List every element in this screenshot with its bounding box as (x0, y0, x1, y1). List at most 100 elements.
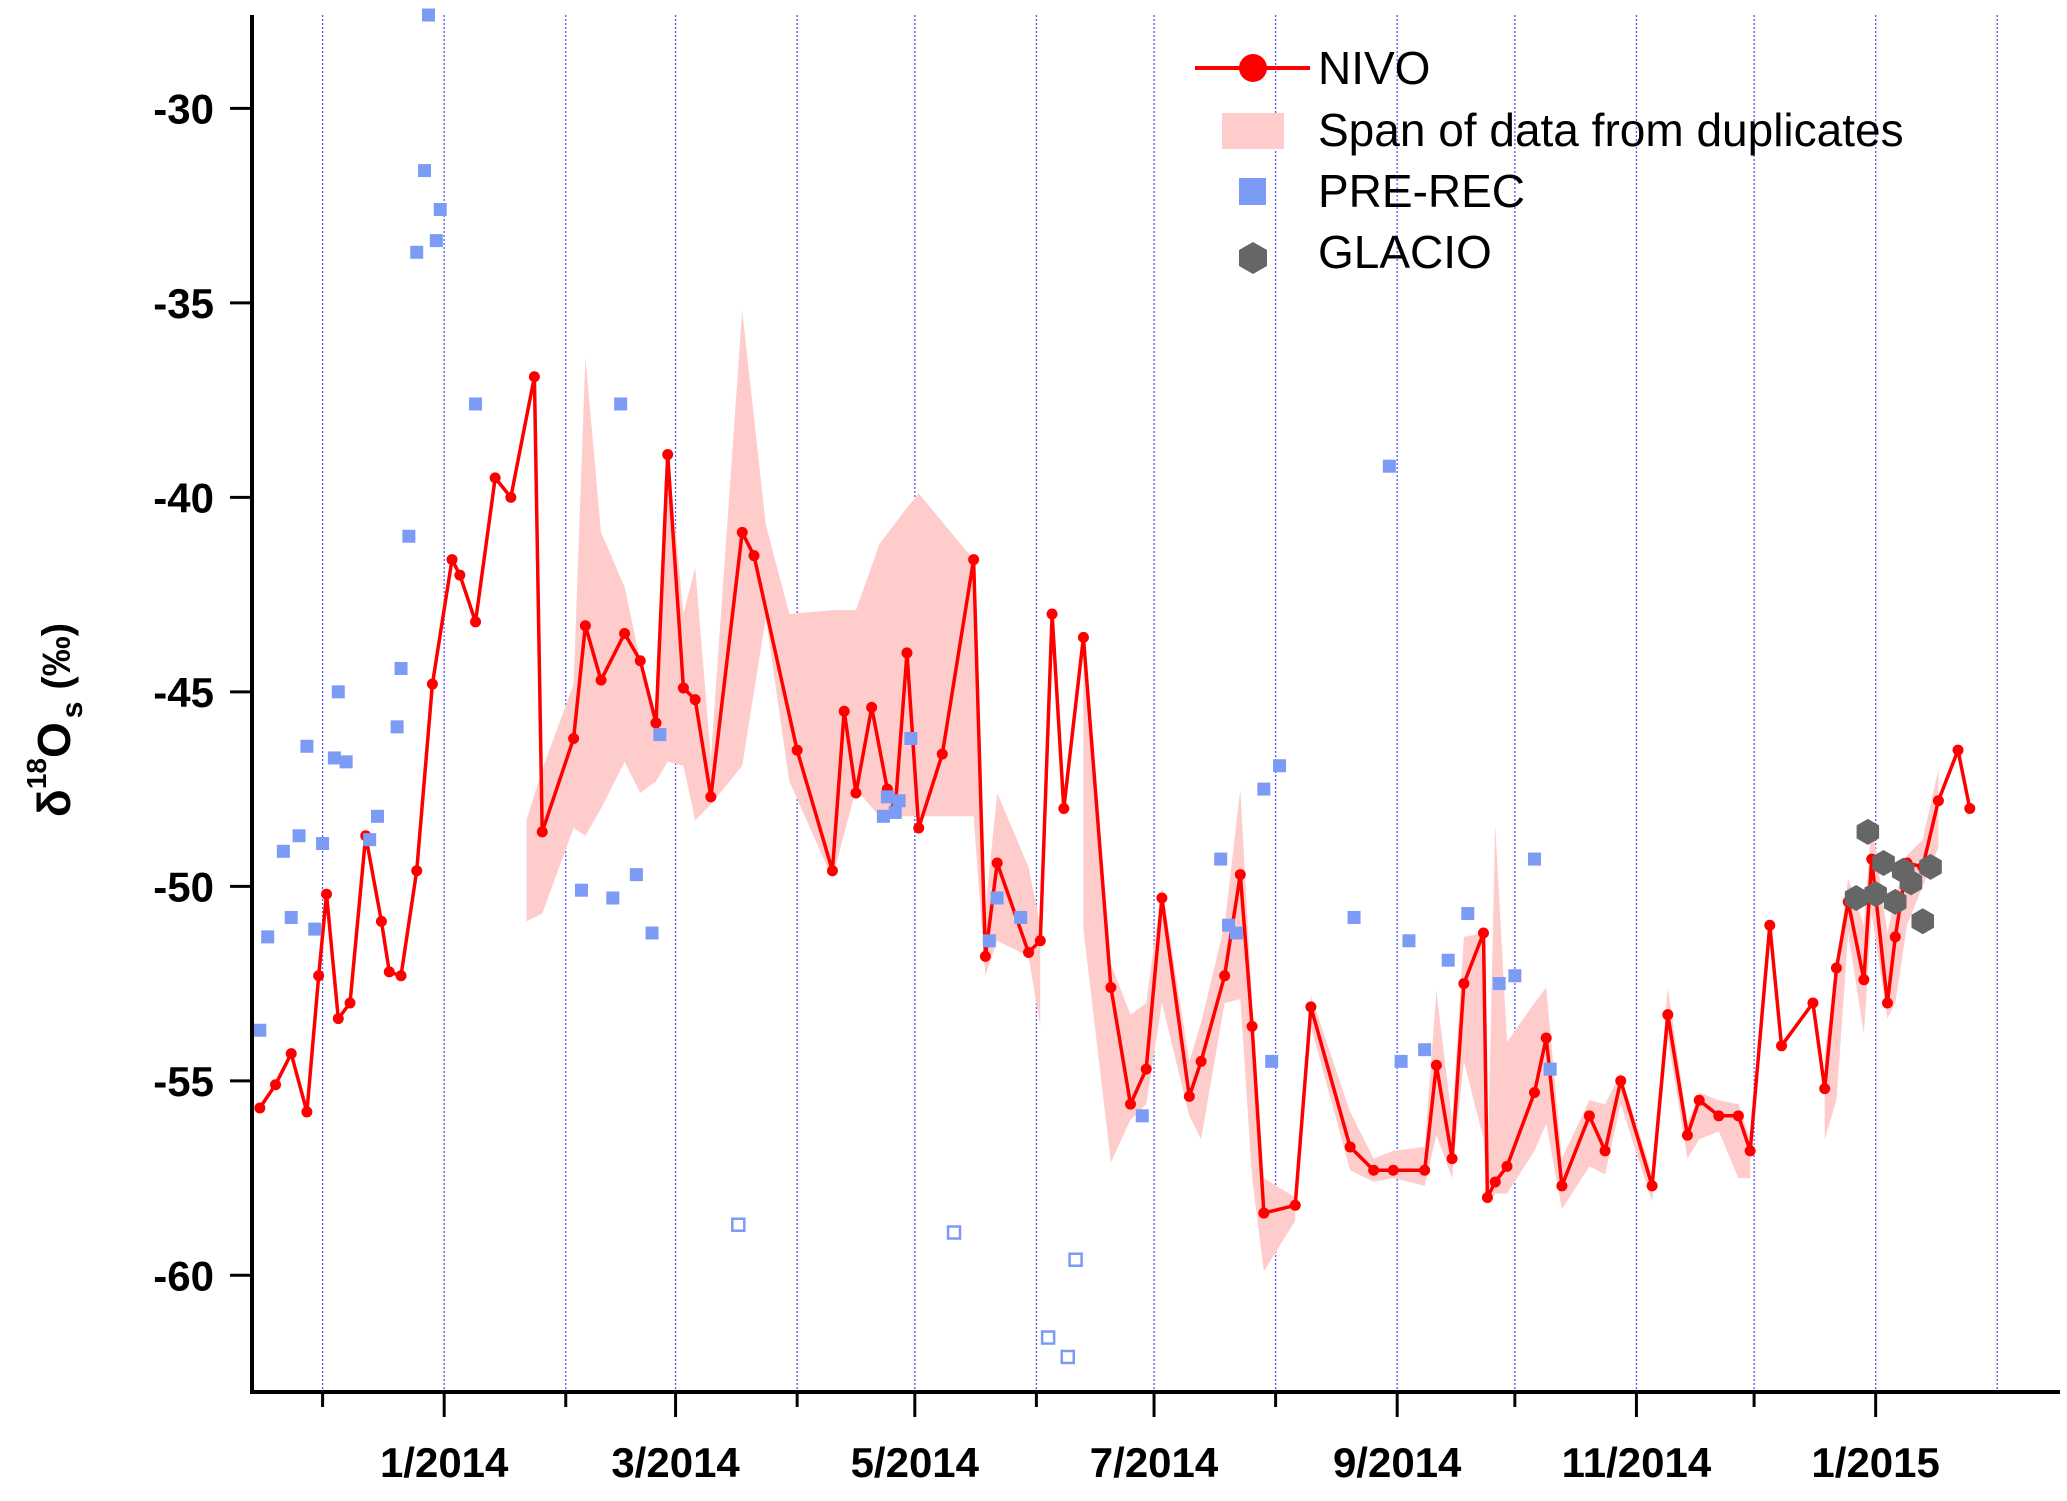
nivo-point (1368, 1164, 1380, 1176)
nivo-point (1528, 1086, 1540, 1098)
nivo-point (321, 888, 333, 900)
legend-prerec-label: PRE-REC (1318, 165, 1525, 217)
nivo-point (677, 682, 689, 694)
prerec-point (421, 8, 435, 22)
glacio-point (1911, 908, 1934, 935)
prerec-point (327, 751, 341, 765)
nivo-point (1583, 1110, 1595, 1122)
nivo-point (1489, 1176, 1501, 1188)
nivo-point (1419, 1164, 1431, 1176)
x-tick-label: 11/2014 (1562, 1439, 1712, 1486)
nivo-point (1446, 1153, 1458, 1165)
prerec-point (629, 868, 643, 882)
legend-nivo-label: NIVO (1318, 42, 1430, 94)
nivo-point (1344, 1141, 1356, 1153)
nivo-point (1540, 1032, 1552, 1044)
nivo-point (1952, 744, 1964, 756)
nivo-point (1776, 1040, 1788, 1052)
prerec-point (1014, 910, 1028, 924)
nivo-point (791, 744, 803, 756)
nivo-point (344, 997, 356, 1009)
nivo-point (650, 717, 662, 729)
prerec-point (390, 720, 404, 734)
nivo-point (662, 449, 674, 461)
nivo-point (991, 857, 1003, 869)
y-tick-label: -30 (153, 85, 214, 132)
y-axis-label-main: O (28, 722, 80, 758)
nivo-point (489, 472, 501, 484)
nivo-point (411, 865, 423, 877)
prerec-point (1214, 852, 1228, 866)
nivo-point (1615, 1075, 1627, 1087)
nivo-point (579, 620, 591, 632)
nivo-point (689, 694, 701, 706)
y-axis-label-superscript: 18 (21, 758, 52, 789)
nivo-point (395, 970, 407, 982)
prerec-point (429, 234, 443, 248)
y-tick-label: -45 (153, 669, 214, 716)
nivo-point (1599, 1145, 1611, 1157)
nivo-point (1501, 1160, 1513, 1172)
glacio-point (1844, 885, 1868, 911)
nivo-point (1744, 1145, 1756, 1157)
nivo-series (254, 371, 1976, 1219)
prerec-point (1394, 1054, 1408, 1068)
nivo-point (1077, 631, 1089, 643)
prerec-point (876, 809, 890, 823)
nivo-point (1481, 1192, 1493, 1204)
prerec-point (982, 934, 996, 948)
nivo-point (470, 616, 482, 628)
nivo-point (979, 950, 991, 962)
prerec-point (394, 661, 408, 675)
prerec-point (1527, 852, 1541, 866)
nivo-point (1219, 970, 1231, 982)
nivo-point (1932, 795, 1944, 807)
prerec-point (300, 739, 314, 753)
nivo-point (1693, 1094, 1705, 1106)
nivo-point (1458, 978, 1470, 990)
prerec-point (1265, 1054, 1279, 1068)
prerec-point (653, 728, 667, 742)
prerec-point (433, 202, 447, 216)
prerec-point (892, 794, 906, 808)
prerec-point (1492, 977, 1506, 991)
nivo-point (454, 569, 466, 581)
nivo-point (1046, 608, 1058, 620)
nivo-point (1858, 974, 1870, 986)
prerec-point (316, 837, 330, 851)
nivo-point (270, 1079, 282, 1091)
y-tick-label: -55 (153, 1058, 214, 1105)
span-band (526, 310, 1041, 1027)
x-tick-label: 1/2015 (1811, 1439, 1939, 1486)
prerec-point (402, 529, 416, 543)
nivo-point (313, 970, 325, 982)
nivo-point (1681, 1129, 1693, 1141)
prerec-point (606, 891, 620, 905)
nivo-point (1556, 1180, 1568, 1192)
prerec-point (276, 844, 290, 858)
glacio-point (1884, 888, 1907, 915)
y-axis-label-subscript: s (56, 702, 89, 719)
tick-labels: -30 -35 -40 -45 -50 -55 -60 1/2014 3/2014 5/2014 7… (153, 85, 1940, 1486)
nivo-point (1258, 1207, 1270, 1219)
prerec-point (363, 833, 377, 847)
nivo-point (1764, 919, 1776, 931)
nivo-point (1305, 1001, 1317, 1013)
span-band (1310, 824, 1751, 1210)
prerec-point (1543, 1062, 1557, 1076)
prerec-point (308, 922, 322, 936)
prerec-point (614, 397, 628, 411)
prerec-point (888, 805, 902, 819)
prerec-point (1273, 759, 1287, 773)
x-tick-label: 3/2014 (611, 1439, 740, 1486)
x-tick-label: 7/2014 (1090, 1439, 1219, 1486)
y-axis-label: δ18Os (‰) (21, 623, 89, 817)
nivo-point (736, 526, 748, 538)
nivo-point (1246, 1020, 1258, 1032)
prerec-hollow-point (946, 1225, 962, 1240)
nivo-point (1289, 1199, 1301, 1211)
nivo-point (901, 647, 913, 659)
nivo-point (748, 550, 760, 562)
nivo-point (968, 554, 980, 566)
nivo-point (505, 491, 517, 503)
